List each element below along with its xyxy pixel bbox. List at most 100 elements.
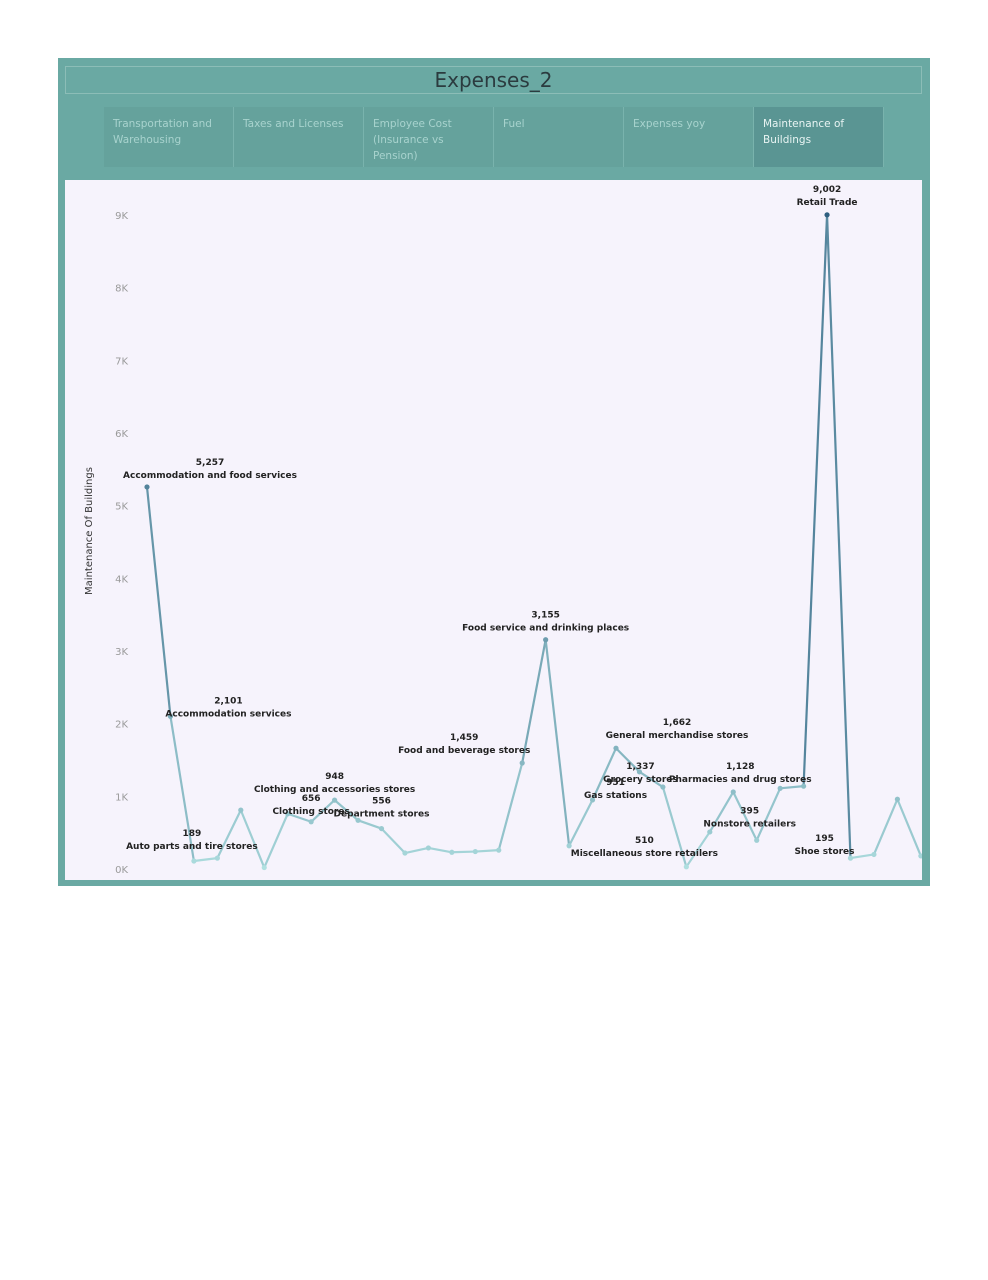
data-label: 2,101 Accommodation services (165, 696, 291, 719)
line-segment (638, 770, 665, 789)
line-segment (427, 846, 453, 854)
data-label: 1,337 Grocery stores (603, 762, 678, 785)
line-segment (732, 790, 758, 842)
data-label: 1,459 Food and beverage stores (398, 733, 530, 756)
data-label-value: 510 (635, 836, 654, 846)
series-line (145, 213, 922, 869)
data-label-value: 556 (372, 797, 391, 807)
line-segment (310, 799, 336, 823)
y-tick-label: 3K (115, 647, 128, 658)
data-point (378, 825, 385, 832)
line-segment (896, 798, 922, 858)
data-label-value: 189 (183, 829, 202, 839)
line-segment (216, 809, 242, 860)
line-segment (544, 638, 571, 847)
line-segment (825, 213, 852, 860)
data-point (730, 789, 736, 795)
data-point (285, 811, 291, 817)
data-label-value: 1,662 (663, 718, 691, 728)
y-tick-label: 2K (115, 720, 128, 731)
data-label-category: Accommodation services (165, 709, 291, 719)
y-tick-label: 5K (115, 502, 128, 513)
data-point (683, 864, 689, 870)
data-point (449, 849, 455, 855)
tab-fuel[interactable]: Fuel (494, 107, 624, 167)
data-point (636, 769, 643, 775)
data-label-value: 2,101 (214, 696, 242, 706)
y-tick-label: 1K (115, 792, 128, 803)
data-label: 556 Department stores (334, 797, 430, 820)
data-point (238, 807, 244, 813)
data-point (472, 848, 478, 855)
y-tick-label: 7K (115, 356, 128, 367)
data-label-value: 5,257 (196, 458, 224, 468)
data-label-category: Gas stations (584, 791, 647, 801)
data-point (871, 851, 877, 858)
data-label-category: Miscellaneous store retailers (571, 849, 718, 859)
data-labels: 5,257 Accommodation and food services 2,10… (123, 185, 857, 859)
line-segment (661, 785, 688, 868)
data-label: 1,128 Pharmacies and drug stores (669, 762, 812, 785)
data-label: 9,002 Retail Trade (797, 185, 858, 208)
line-segment (450, 850, 477, 854)
data-label: 948 Clothing and accessories stores (254, 772, 415, 795)
data-label-category: Clothing stores (272, 807, 349, 817)
line-segment (685, 830, 711, 868)
y-axis-label: Maintenance Of Buildings (84, 467, 95, 595)
line-segment (263, 812, 289, 869)
data-label: 395 Nonstore retailers (703, 806, 796, 829)
data-point (496, 847, 502, 853)
line-segment (591, 747, 618, 801)
data-label-value: 3,155 (531, 611, 559, 621)
y-tick-label: 0K (115, 865, 128, 876)
data-point (801, 783, 807, 789)
data-point (824, 212, 830, 218)
line-segment (169, 715, 195, 863)
data-label: 1,662 General merchandise stores (606, 718, 749, 741)
data-label: 510 Miscellaneous store retailers (571, 836, 718, 859)
data-point (308, 819, 314, 825)
line-segment (192, 856, 219, 863)
data-point (214, 855, 220, 861)
data-point (519, 760, 525, 766)
tab-taxes[interactable]: Taxes and Licenses (234, 107, 364, 167)
line-segment (568, 798, 594, 847)
data-label-value: 195 (815, 834, 834, 844)
line-segment (521, 638, 547, 765)
data-point (660, 784, 666, 790)
data-point (543, 637, 549, 643)
data-label-value: 1,128 (726, 762, 754, 772)
data-point (777, 785, 783, 791)
data-label-value: 951 (606, 778, 625, 788)
line-segment (474, 849, 500, 853)
data-label: 3,155 Food service and drinking places (462, 611, 629, 634)
data-label-category: Retail Trade (797, 198, 858, 208)
y-tick-label: 9K (115, 211, 128, 222)
series-points (144, 212, 922, 871)
line-segment (802, 213, 829, 788)
data-label-value: 1,459 (450, 733, 478, 743)
data-label-category: Clothing and accessories stores (254, 785, 415, 795)
plot-area: 0K 1K 2K 3K 4K 5K 6K 7K 8K 9K Maintenance Of Buil… (65, 180, 922, 880)
line-segment (286, 812, 313, 823)
line-segment (872, 798, 899, 856)
data-point (402, 850, 408, 856)
data-point (894, 796, 901, 802)
data-point (707, 829, 713, 835)
y-axis: 0K 1K 2K 3K 4K 5K 6K 7K 8K 9K (115, 211, 128, 876)
dashboard-title: Expenses_2 (65, 66, 922, 94)
data-point (332, 797, 338, 803)
line-segment (497, 761, 524, 852)
line-segment (356, 819, 383, 830)
tab-transportation[interactable]: Transportation and Warehousing (104, 107, 234, 167)
data-label-category: Food service and drinking places (462, 624, 629, 634)
line-segment (333, 799, 360, 822)
data-point (847, 855, 854, 861)
tab-expenses-yoy[interactable]: Expenses yoy (624, 107, 754, 167)
data-label: 656 Clothing stores (272, 794, 349, 817)
tab-employee-cost[interactable]: Employee Cost (Insurance vs Pension) (364, 107, 494, 167)
y-tick-label: 6K (115, 429, 128, 440)
data-label-value: 1,337 (626, 762, 654, 772)
data-point (355, 817, 361, 823)
tab-maintenance[interactable]: Maintenance of Buildings (754, 107, 884, 167)
